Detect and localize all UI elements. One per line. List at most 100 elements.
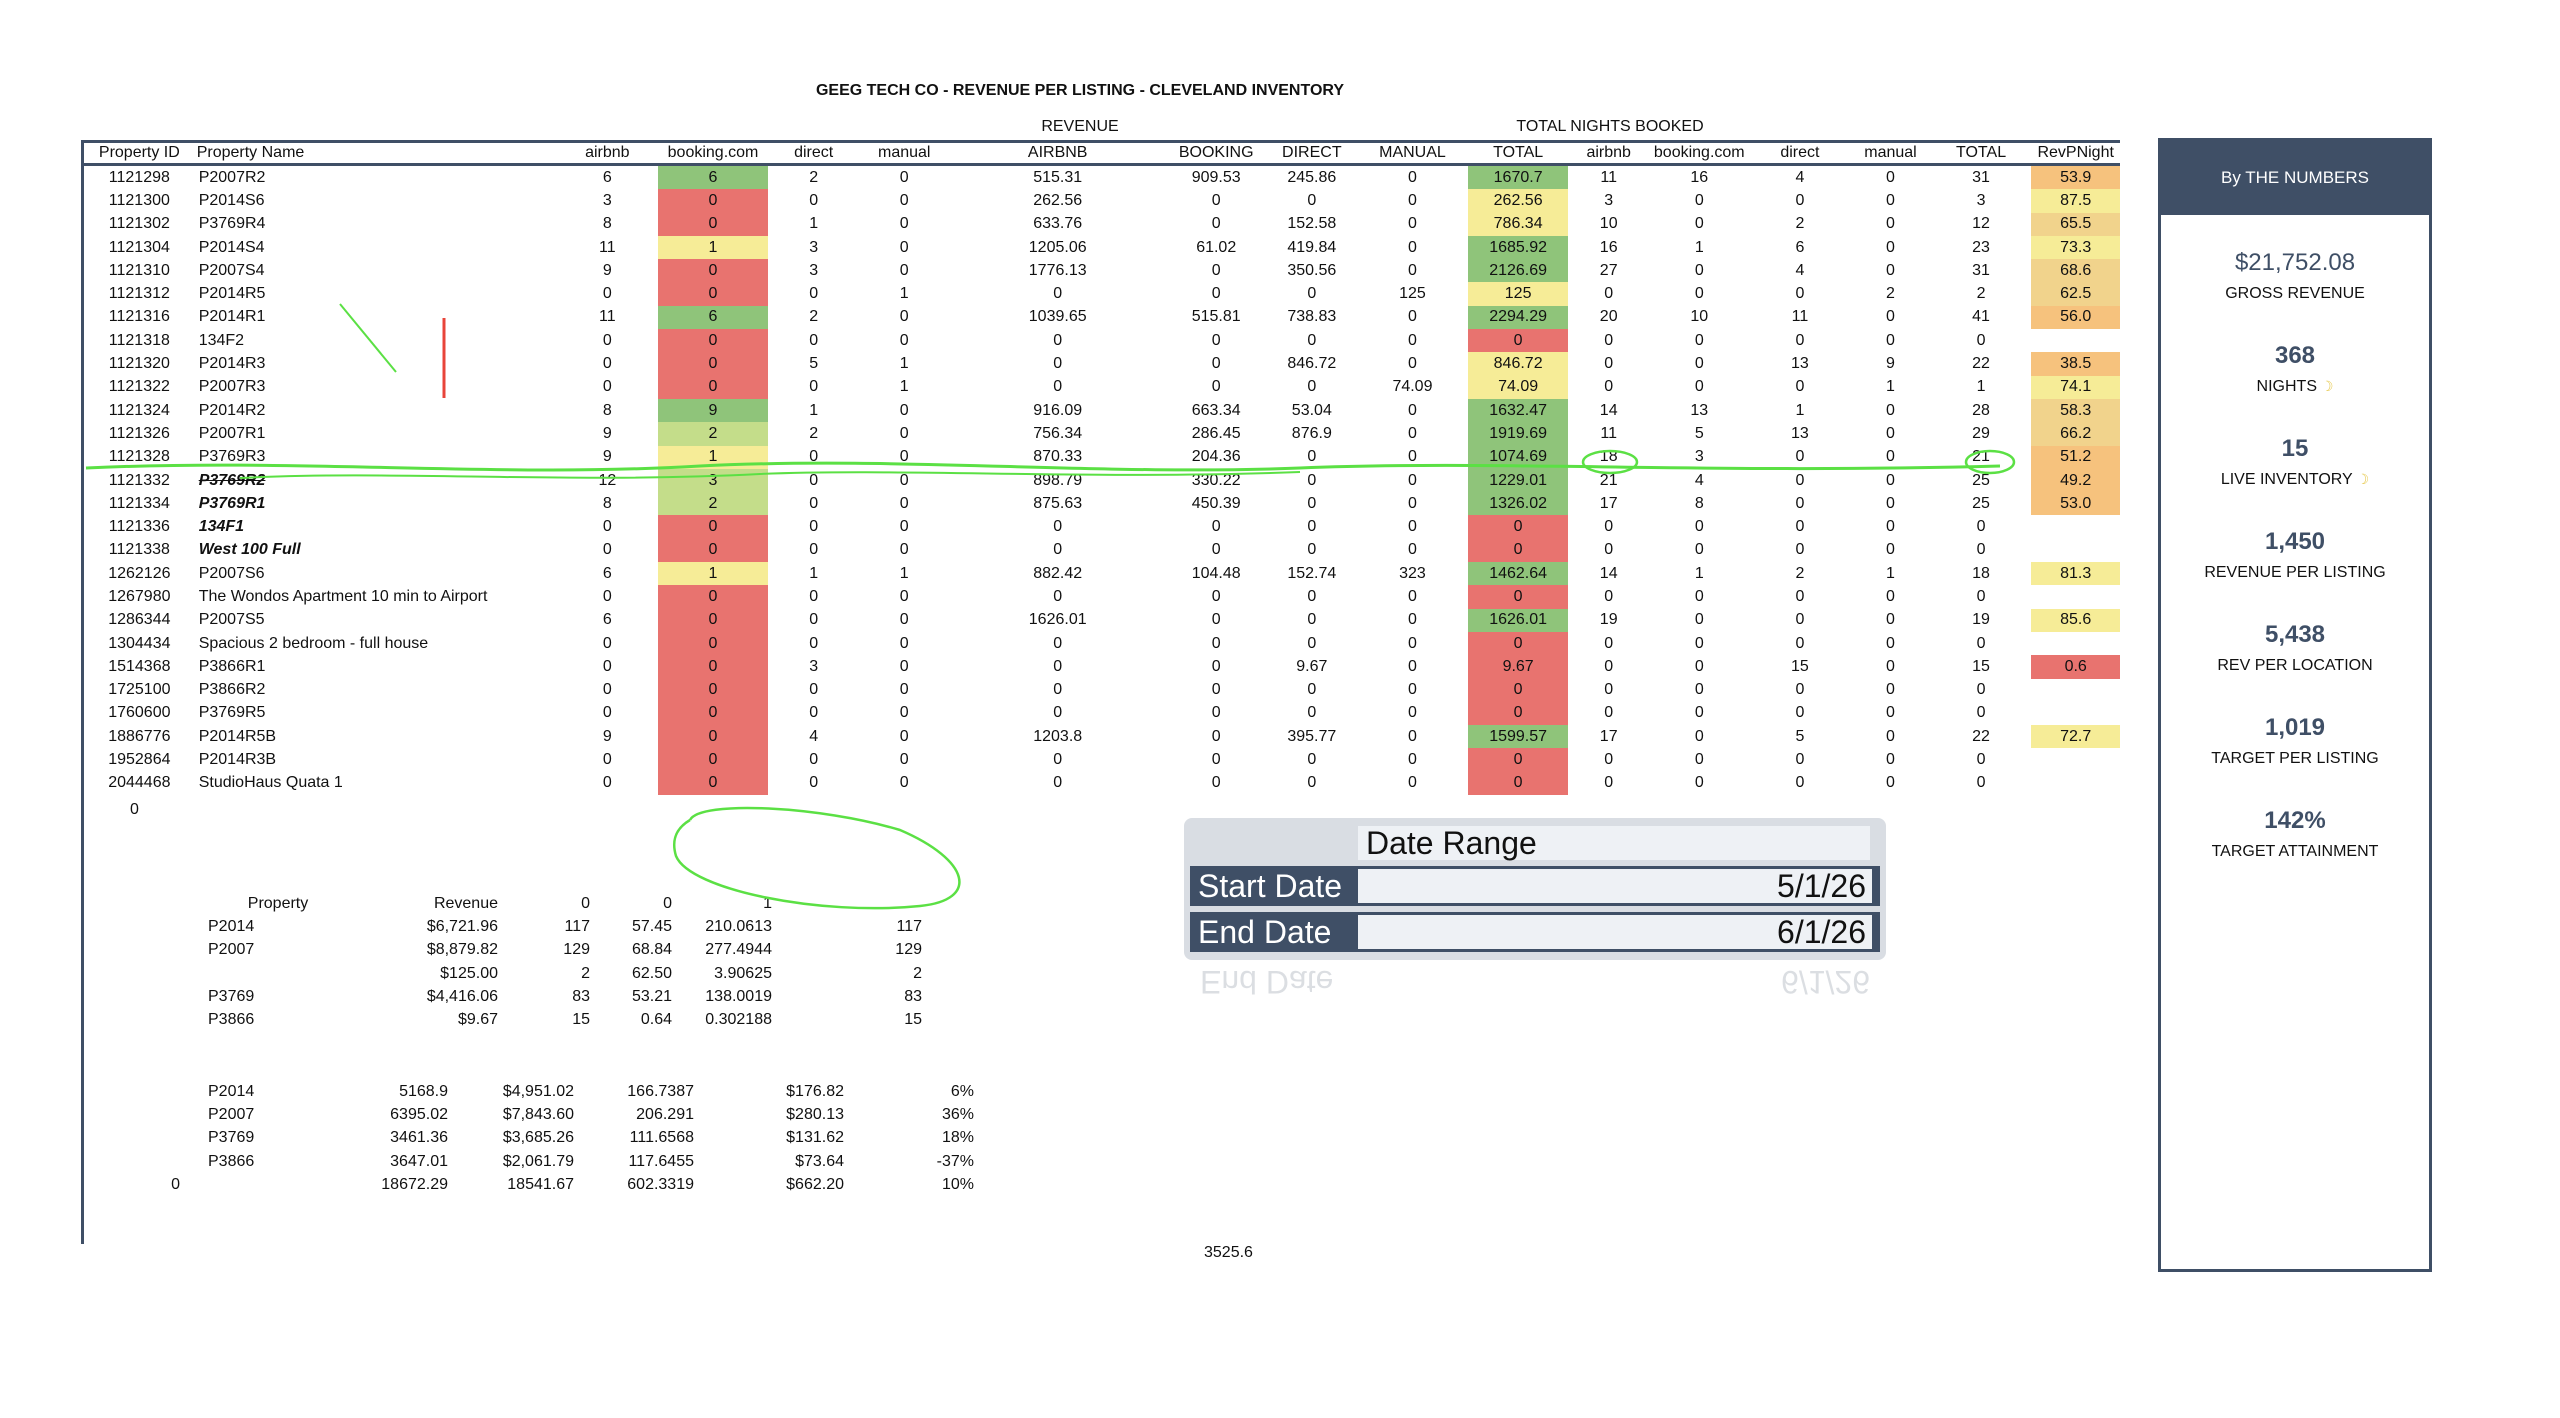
start-date-label: Start Date (1198, 868, 1343, 904)
table-cell: 0 (1886, 727, 1895, 745)
table-cell: 0 (1886, 215, 1895, 233)
table-cell: 27 (1599, 261, 1618, 279)
summary-cell: 129 (895, 941, 922, 959)
table-cell: 8 (1694, 494, 1704, 512)
table-cell: 3 (809, 261, 819, 279)
table-cell: 0 (1307, 518, 1317, 536)
table-cell: 1 (1976, 378, 1986, 396)
end-date-row: End Date 6/1/26 (1190, 912, 1880, 952)
table-cell: 1121322 (108, 378, 170, 396)
summary-cell: $4,416.06 (426, 987, 498, 1005)
table-cell (2031, 748, 2120, 771)
summary-cell: 10% (941, 1175, 974, 1193)
table-cell: 0 (1307, 611, 1317, 629)
column-header: airbnb (1568, 142, 1649, 166)
table-frame-left (81, 140, 84, 1244)
summary-cell: 3.90625 (714, 964, 772, 982)
table-cell: 61.02 (1196, 238, 1237, 256)
table-cell: 0 (1886, 238, 1895, 256)
table-cell: 0 (657, 701, 769, 726)
table-cell: 0 (1694, 261, 1704, 279)
table-cell: 0 (1307, 774, 1317, 792)
table-cell: 87.5 (2031, 189, 2120, 213)
table-cell: 6 (602, 564, 612, 582)
table-cell: 49.2 (2031, 468, 2120, 493)
moon-icon: ☽ (2352, 471, 2370, 487)
table-cell: 870.33 (1033, 448, 1083, 466)
table-cell: 2126.69 (1467, 259, 1569, 283)
table-row: 1121328 P3769R3 9 1 0 0 870.33 204.36 0 0 1074.69 1… (84, 445, 2120, 469)
table-cell: 0 (1604, 285, 1614, 303)
table-cell: 2 (657, 422, 769, 446)
table-cell: 2 (809, 168, 819, 186)
table-cell: 0 (1795, 751, 1805, 769)
summary-cell: Revenue (433, 894, 498, 912)
stat-block: 15 LIVE INVENTORY ☽ (2161, 435, 2429, 489)
by-the-numbers-panel: By THE NUMBERS $21,752.08 GROSS REVENUE 36… (2158, 138, 2432, 1272)
table-row: 1121316 P2014R1 11 6 2 0 1039.65 515.81 738.83 0 2… (84, 305, 2120, 330)
table-cell: 0 (1886, 541, 1895, 559)
table-cell: 1121298 (108, 168, 170, 186)
table-cell: 0 (1886, 448, 1895, 466)
end-date-field[interactable]: 6/1/26 (1358, 915, 1872, 949)
stat-label-row: TARGET PER LISTING (2161, 750, 2429, 768)
table-cell: 1685.92 (1467, 235, 1569, 260)
table-cell: 1776.13 (1028, 261, 1087, 279)
column-header: booking.com (657, 142, 769, 166)
table-cell: 0 (1408, 657, 1417, 675)
table-cell: 0 (1408, 681, 1417, 699)
table-cell: 0 (1604, 355, 1614, 373)
table-cell: 0 (1307, 634, 1317, 652)
table-cell: 0 (899, 751, 909, 769)
table-cell: 0 (1408, 471, 1417, 489)
table-cell (2031, 539, 2120, 562)
summary-cell: P3769 (208, 1129, 255, 1147)
summary-cell (40, 1103, 180, 1126)
table-cell: 0 (1976, 704, 1986, 722)
table-cell: 0 (1467, 515, 1569, 539)
table-cell: P2007R1 (198, 424, 266, 442)
table-cell: 0 (1467, 771, 1569, 796)
table-row: 1121318 134F2 0 0 0 0 0 0 0 0 0 0 0 0 0 0 (84, 329, 2120, 353)
table-cell: 22 (1972, 727, 1990, 745)
table-cell: 0 (1211, 378, 1221, 396)
table-cell: 0 (1467, 585, 1569, 609)
summary-cell: $6,721.96 (426, 917, 498, 935)
table-cell: 1626.01 (1467, 608, 1569, 632)
table-cell: 0 (1604, 587, 1614, 605)
summary-cell: P2014 (208, 917, 255, 935)
table-cell: 85.6 (2031, 608, 2120, 632)
summary-cell (772, 892, 922, 915)
column-header: MANUAL (1357, 142, 1468, 166)
table-row: 1121298 P2007R2 6 6 2 0 515.31 909.53 245.86 0 167… (84, 164, 2120, 190)
table-cell: 65.5 (2031, 212, 2120, 236)
table-cell: 0 (809, 634, 819, 652)
table-cell: 0 (1694, 355, 1704, 373)
table-cell: 0 (1053, 657, 1063, 675)
table-cell: 0 (1795, 378, 1805, 396)
table-cell: P2007R2 (198, 168, 266, 186)
start-date-field[interactable]: 5/1/26 (1358, 869, 1872, 903)
table-cell: 0 (657, 631, 769, 656)
table-cell: 14 (1599, 564, 1618, 582)
table-cell: 0 (1694, 518, 1704, 536)
summary-cell: P2014 (208, 1082, 255, 1100)
summary-cell: 83 (904, 987, 922, 1005)
table-cell: 0 (899, 541, 909, 559)
table-cell: 756.34 (1033, 424, 1083, 442)
table-cell: 0 (602, 704, 612, 722)
table-cell: 916.09 (1033, 401, 1083, 419)
table-cell: 0 (899, 774, 909, 792)
end-date-label: End Date (1198, 914, 1332, 950)
table-cell: 9 (657, 398, 769, 423)
summary-cell: 53.21 (631, 987, 672, 1005)
summary-cell: 18541.67 (507, 1175, 574, 1193)
table-cell: 738.83 (1287, 308, 1337, 326)
table-cell: 1 (899, 378, 909, 396)
table-cell: 8 (602, 215, 612, 233)
table-cell: 0 (1211, 215, 1221, 233)
table-cell: 1121310 (108, 261, 170, 279)
table-cell: 8 (602, 494, 612, 512)
summary-cell: 6% (950, 1082, 974, 1100)
table-cell: 0 (1408, 634, 1417, 652)
